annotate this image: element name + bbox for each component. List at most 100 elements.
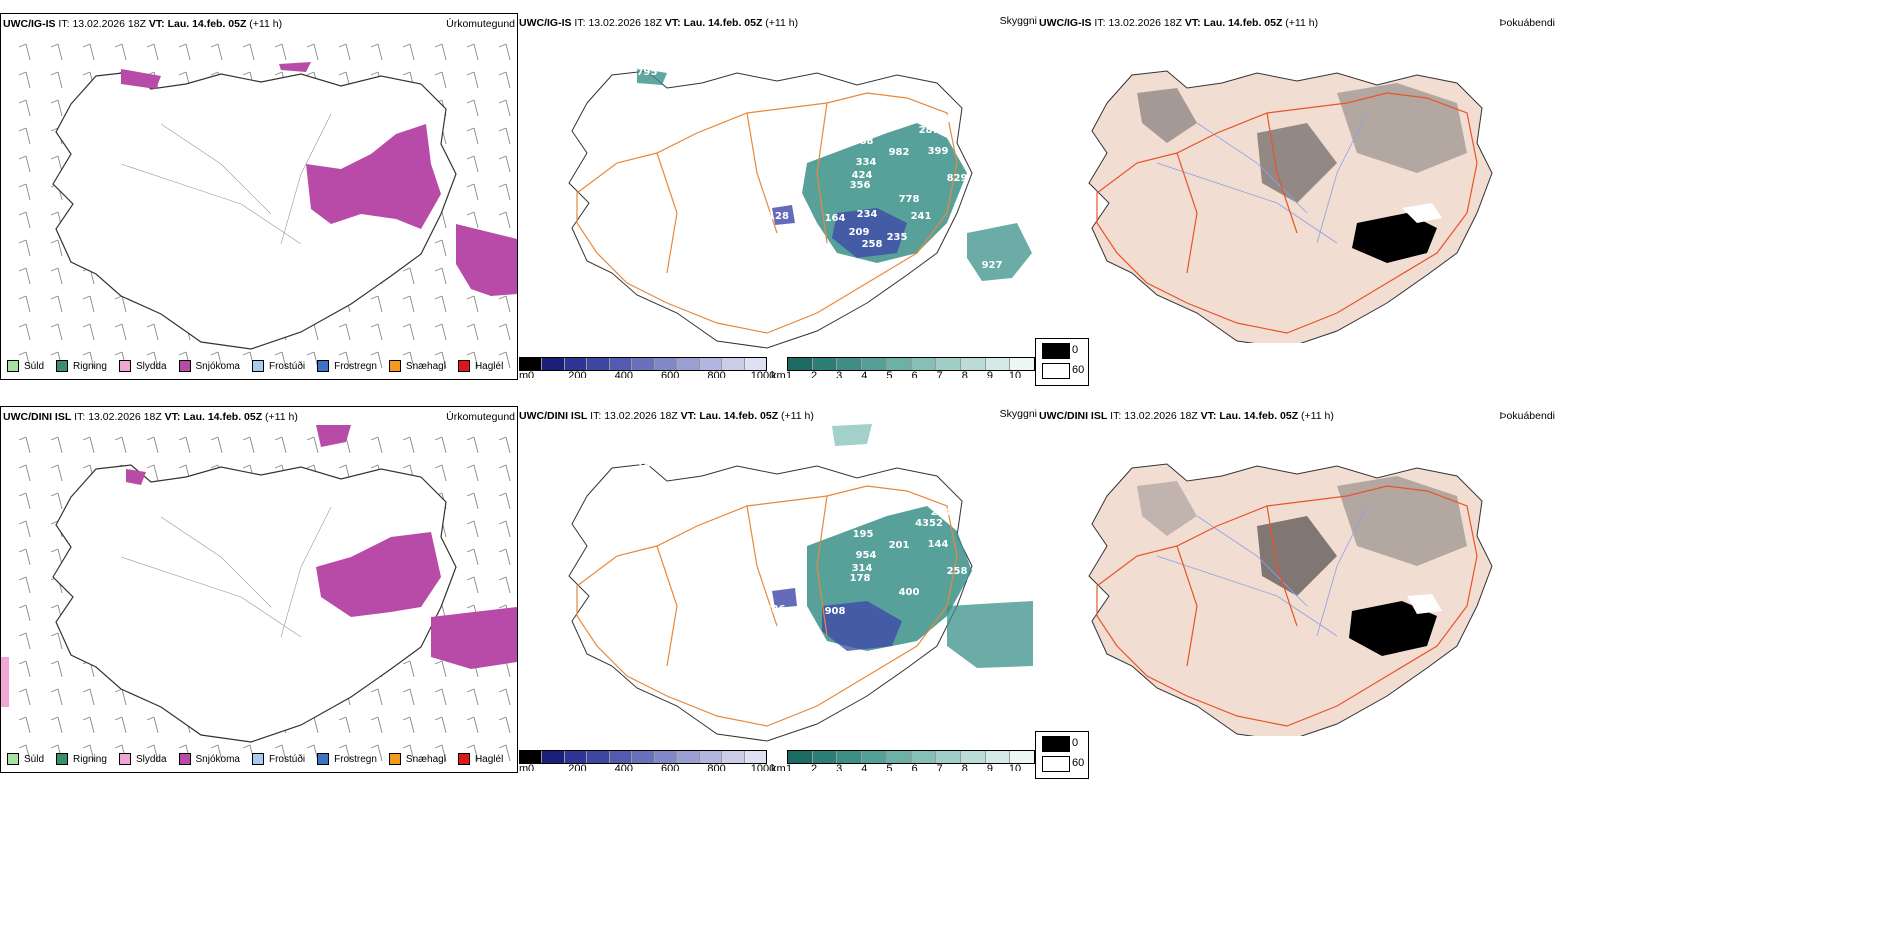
legend-swatch [251, 360, 264, 372]
legend-item: Frostúði [251, 753, 305, 765]
wind-barb [50, 716, 63, 734]
wind-barb [498, 576, 511, 594]
snow-area [316, 532, 441, 617]
colorbar-tick: 600 [661, 763, 680, 771]
ceiling-unit: m [519, 763, 529, 771]
cloud-base-area [822, 601, 902, 651]
wind-barb [498, 127, 511, 145]
roads [576, 485, 958, 727]
wind-barb [50, 323, 63, 341]
visibility-ticks: 1 2 3 4 5 6 7 8 9 10 [786, 370, 1021, 378]
wind-barb [338, 43, 351, 61]
colorbar-segment [862, 751, 887, 763]
wind-barb [50, 155, 63, 173]
legend-swatch [178, 360, 191, 372]
cloud-base-area [832, 208, 907, 258]
roads [576, 92, 958, 334]
wind-barb [466, 716, 479, 734]
wind-barb [50, 548, 63, 566]
wind-barb [466, 548, 479, 566]
visibility-label: 982 [889, 147, 910, 158]
colorbar-segment [886, 358, 912, 370]
fog-panel-row1: UWC/IG-IS IT: 13.02.2026 18Z VT: Lau. 14… [1037, 13, 1555, 343]
wind-barb [146, 43, 159, 61]
wind-barb [498, 155, 511, 173]
fog-legend-label: 60 [1072, 364, 1085, 376]
colorbar-tick: 800 [707, 370, 726, 378]
panel-title: Úrkomutegund [446, 18, 515, 30]
wind-barb [18, 211, 31, 229]
wind-barb [434, 436, 447, 454]
colorbar-tick: 0 [527, 370, 535, 378]
colorbar-segment [722, 358, 745, 370]
colorbar-segment [960, 751, 986, 763]
wind-barb [498, 71, 511, 89]
snow-area [456, 224, 517, 296]
wind-barb [18, 323, 31, 341]
legend-label: Haglél [474, 753, 504, 765]
legend-label: Slydda [135, 753, 167, 765]
visibility-label: 314 [852, 563, 873, 574]
fog-legend-swatch [1042, 736, 1070, 752]
colorbar-tick: 5 [886, 370, 893, 378]
colorbar-segment [1010, 751, 1035, 763]
wind-barb [114, 323, 127, 341]
wind-barb [18, 464, 31, 482]
visibility-label: 287 [919, 125, 940, 136]
cloud-base-area [772, 205, 795, 225]
legend-swatch [7, 360, 19, 372]
legend-label: Rigning [73, 753, 107, 765]
colorbar-tick: 10 [1008, 763, 1022, 771]
visibility-label: 2128 [761, 211, 789, 222]
colorbar-segment [587, 751, 610, 763]
wind-barb [114, 688, 127, 706]
wind-barb [466, 323, 479, 341]
rivers [120, 113, 332, 245]
wind-barb [370, 295, 383, 313]
iceland-land [1088, 70, 1493, 343]
colorbar-tick: 7 [936, 763, 943, 771]
wind-barb [434, 323, 447, 341]
wind-barb [18, 155, 31, 173]
wind-barb [50, 688, 63, 706]
wind-barb [402, 716, 415, 734]
visibility-label: 424 [852, 170, 873, 181]
colorbar-segment [587, 358, 610, 370]
legend-item: Snæhagl [388, 360, 446, 372]
colorbar-segment [812, 358, 838, 370]
legend-swatch [457, 753, 470, 765]
wind-barb [146, 351, 159, 369]
wind-barb [466, 520, 479, 538]
legend-label: Frostregn [334, 360, 377, 372]
wind-barb [498, 351, 511, 369]
wind-barb [402, 660, 415, 678]
visibility-label: 258 [947, 566, 968, 577]
colorbar-segment [564, 751, 588, 763]
wind-barb [402, 267, 415, 285]
wind-barb [402, 688, 415, 706]
ceiling-colorbar [519, 357, 767, 371]
legend-swatch [118, 360, 131, 372]
colorbar-segment [1010, 358, 1035, 370]
wind-barb [498, 716, 511, 734]
visibility-colorbar [787, 357, 1035, 371]
wind-barb [18, 351, 31, 369]
wind-barb [82, 295, 95, 313]
wind-barb [434, 295, 447, 313]
visibility-label: 795 [637, 67, 658, 78]
visibility-label: 201 [889, 540, 910, 551]
panel-header: UWC/DINI ISL IT: 13.02.2026 18Z VT: Lau.… [3, 411, 298, 423]
legend-label: Slydda [135, 360, 167, 372]
wind-barb [274, 43, 287, 61]
wind-barb [18, 492, 31, 510]
wind-barb [50, 267, 63, 285]
ceiling-colorbar [519, 750, 767, 764]
fog-index-area [1349, 601, 1437, 656]
wind-barb [146, 436, 159, 454]
wind-barb [18, 520, 31, 538]
colorbar-segment [985, 358, 1011, 370]
wind-barb [402, 323, 415, 341]
colorbar-tick: 200 [568, 763, 587, 771]
colorbar-tick: 200 [568, 370, 587, 378]
legend-swatch [178, 753, 191, 765]
